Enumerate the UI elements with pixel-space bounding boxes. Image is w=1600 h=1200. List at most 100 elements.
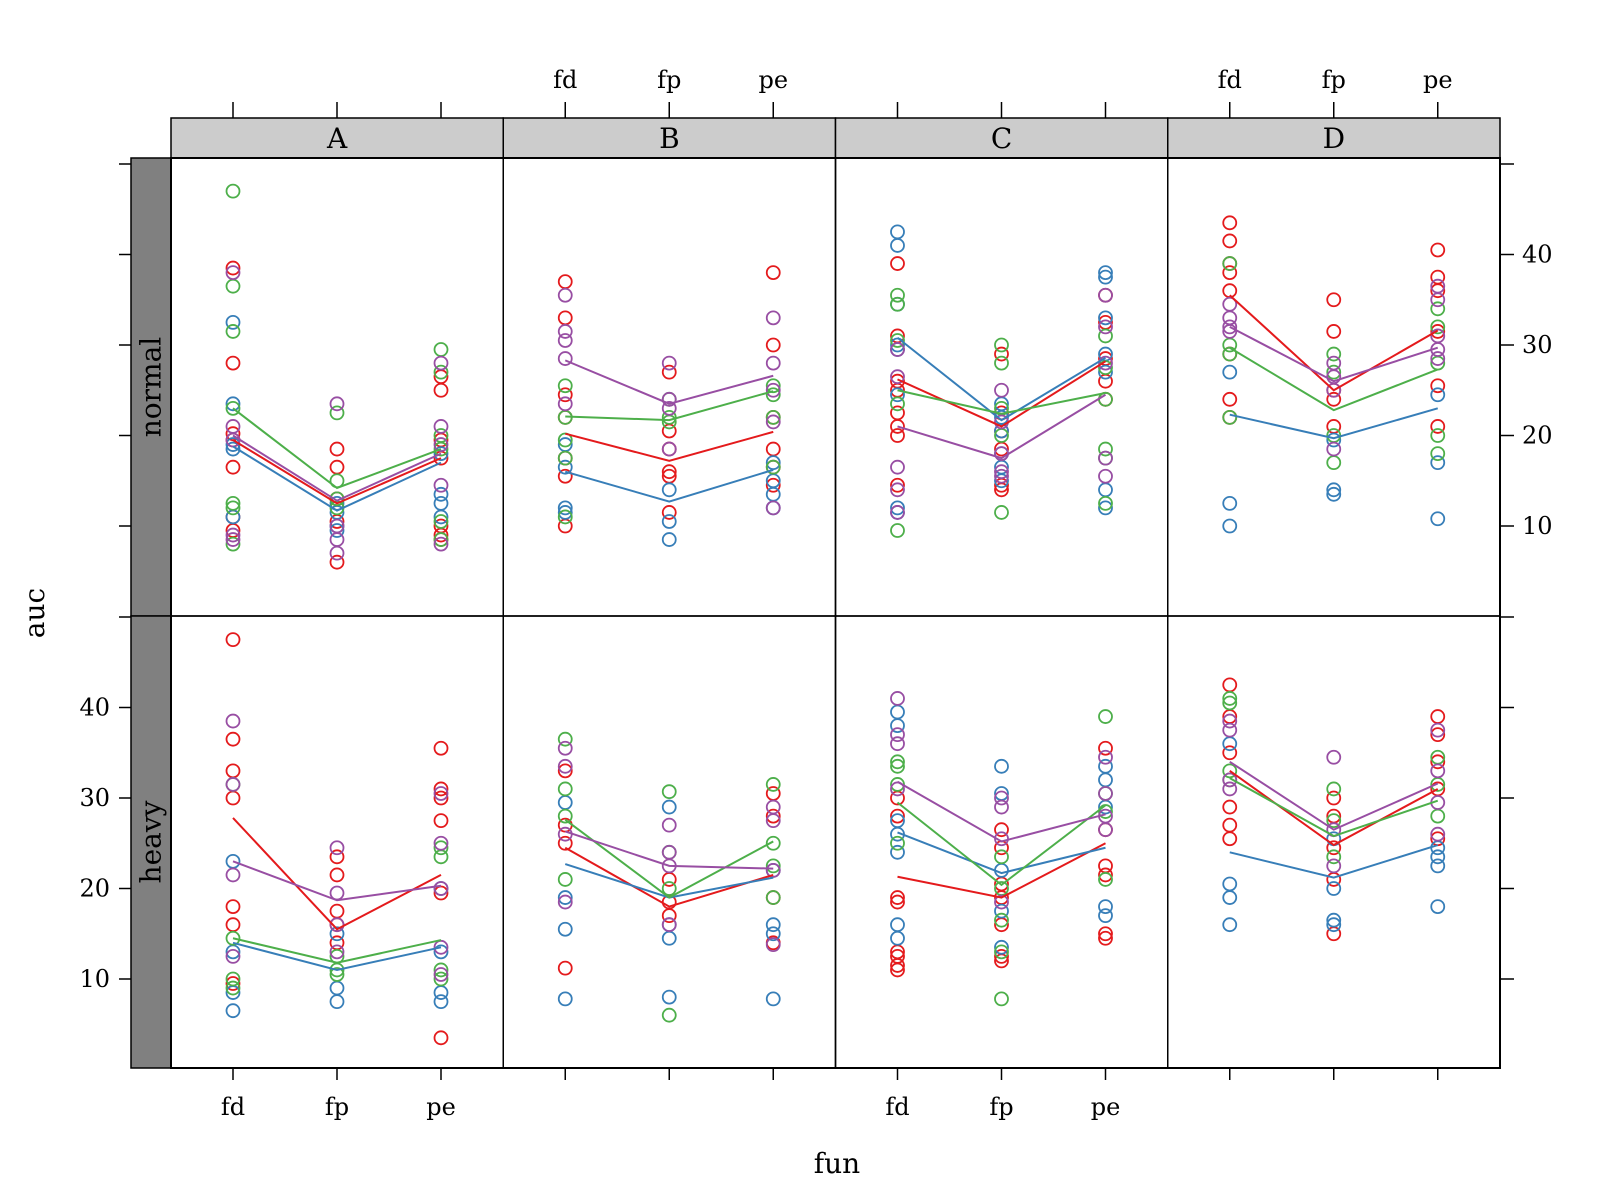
point-purple bbox=[890, 691, 905, 706]
point-red bbox=[1222, 745, 1238, 761]
point-purple bbox=[1098, 450, 1113, 466]
y-tick-label: 10 bbox=[1522, 512, 1553, 540]
mean-line-green bbox=[232, 937, 442, 964]
point-blue bbox=[661, 514, 677, 529]
point-purple bbox=[433, 477, 449, 493]
point-blue bbox=[765, 455, 781, 471]
point-green bbox=[765, 378, 781, 394]
strip-label-normal: normal bbox=[135, 337, 168, 438]
point-green bbox=[1430, 301, 1446, 317]
point-purple bbox=[433, 786, 449, 801]
point-green bbox=[433, 971, 449, 987]
point-green bbox=[1098, 872, 1113, 887]
point-green bbox=[433, 962, 449, 978]
point-green bbox=[890, 835, 905, 851]
strip-B bbox=[502, 117, 837, 159]
plot-frame bbox=[170, 157, 1501, 1069]
point-green bbox=[1430, 446, 1446, 462]
point-red bbox=[1222, 677, 1238, 693]
point-blue bbox=[557, 505, 573, 520]
point-red bbox=[1430, 727, 1446, 743]
point-green bbox=[661, 784, 677, 800]
point-blue bbox=[433, 446, 449, 462]
point-purple bbox=[1098, 749, 1113, 765]
point-purple bbox=[433, 536, 449, 552]
point-green bbox=[433, 342, 449, 357]
x-tick-label: pe bbox=[426, 1093, 456, 1121]
x-axis-title: fun bbox=[814, 1147, 860, 1180]
point-blue bbox=[329, 994, 345, 1010]
point-green bbox=[765, 409, 781, 425]
point-red bbox=[557, 310, 573, 326]
point-purple bbox=[225, 867, 241, 883]
point-green bbox=[890, 758, 905, 774]
point-blue bbox=[890, 238, 905, 253]
point-purple bbox=[765, 355, 781, 371]
point-green bbox=[994, 991, 1009, 1007]
panel-data-heavy-B bbox=[557, 731, 781, 1023]
point-green bbox=[433, 514, 449, 529]
point-purple bbox=[557, 758, 573, 774]
point-red bbox=[661, 364, 677, 380]
x-tick-label: fd bbox=[553, 66, 577, 94]
point-red bbox=[1222, 391, 1238, 407]
point-green bbox=[557, 432, 573, 448]
point-purple bbox=[1430, 763, 1446, 779]
panel-data-heavy-C bbox=[890, 691, 1113, 1007]
point-blue bbox=[661, 799, 677, 815]
mean-line-red bbox=[564, 846, 774, 908]
x-tick-label: fp bbox=[989, 1093, 1013, 1121]
mean-line-purple bbox=[897, 393, 1107, 460]
point-blue bbox=[994, 903, 1009, 919]
point-purple bbox=[433, 419, 449, 434]
point-purple bbox=[765, 937, 781, 953]
point-red bbox=[994, 948, 1009, 964]
point-blue bbox=[433, 509, 449, 525]
point-green bbox=[890, 523, 905, 538]
point-green bbox=[433, 849, 449, 865]
mean-line-purple bbox=[1229, 760, 1439, 831]
point-green bbox=[890, 396, 905, 412]
point-blue bbox=[1098, 899, 1113, 914]
point-red bbox=[890, 477, 905, 493]
point-purple bbox=[661, 441, 677, 457]
point-green bbox=[890, 287, 905, 303]
point-blue bbox=[890, 917, 905, 933]
point-red bbox=[765, 337, 781, 353]
point-red bbox=[661, 505, 677, 520]
panel-normal-B bbox=[502, 157, 837, 617]
point-blue bbox=[557, 500, 573, 516]
point-blue bbox=[1222, 876, 1238, 892]
mean-line-green bbox=[1229, 346, 1439, 412]
panel-data-heavy-D bbox=[1222, 677, 1446, 942]
point-purple bbox=[329, 532, 345, 547]
point-purple bbox=[557, 894, 573, 910]
point-red bbox=[1098, 930, 1113, 946]
point-red bbox=[661, 464, 677, 480]
point-red bbox=[890, 890, 905, 905]
mean-line-red bbox=[232, 439, 442, 505]
point-purple bbox=[661, 355, 677, 371]
point-purple bbox=[765, 500, 781, 516]
point-green bbox=[225, 536, 241, 552]
point-red bbox=[329, 554, 345, 570]
point-purple bbox=[890, 505, 905, 520]
point-purple bbox=[994, 790, 1009, 806]
mean-line-green bbox=[1229, 777, 1439, 838]
point-red bbox=[433, 790, 449, 806]
point-blue bbox=[1430, 899, 1446, 914]
mean-line-green bbox=[897, 389, 1106, 415]
point-purple bbox=[994, 799, 1009, 815]
point-green bbox=[225, 183, 241, 199]
point-blue bbox=[1326, 917, 1342, 933]
point-green bbox=[890, 296, 905, 312]
point-purple bbox=[765, 382, 781, 398]
mean-line-blue bbox=[232, 445, 442, 512]
point-green bbox=[433, 532, 449, 547]
point-red bbox=[1326, 324, 1342, 339]
point-green bbox=[765, 835, 781, 851]
mean-line-red bbox=[1229, 770, 1439, 847]
x-tick-label: fd bbox=[885, 1093, 909, 1121]
point-green bbox=[557, 450, 573, 466]
point-green bbox=[1326, 455, 1342, 471]
